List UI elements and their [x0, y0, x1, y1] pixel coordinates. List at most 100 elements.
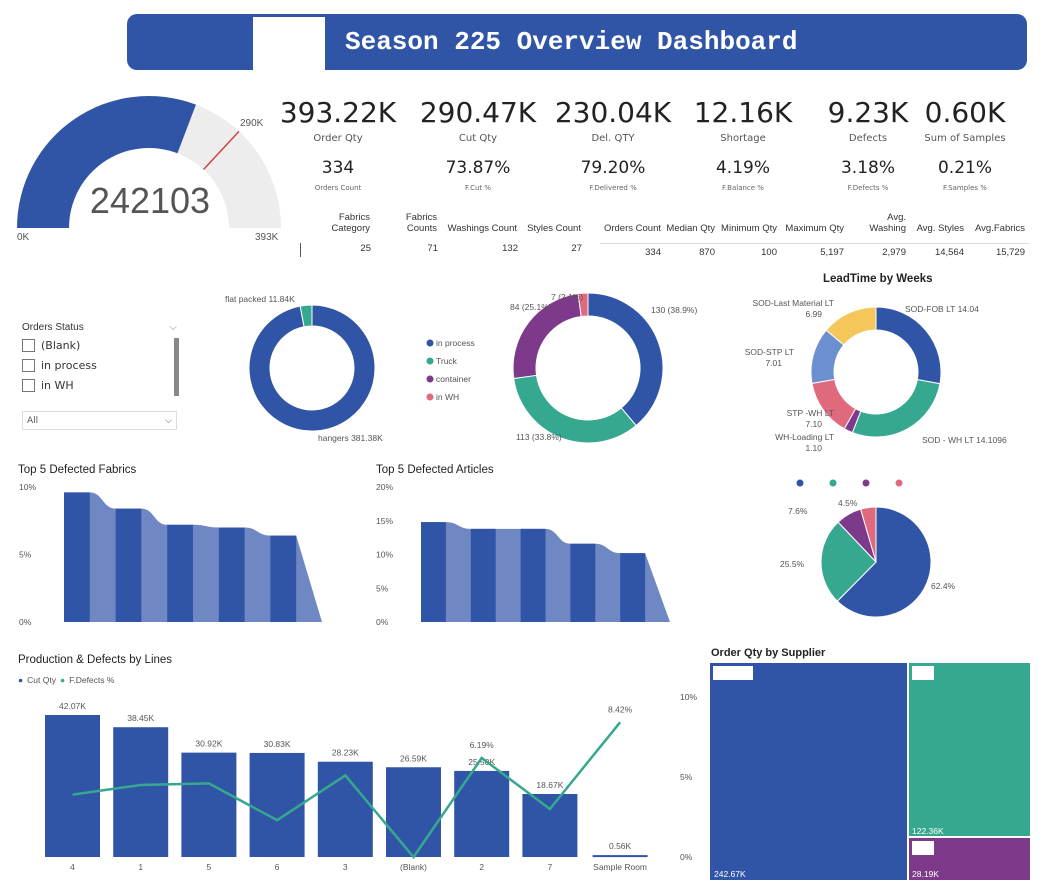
slicer-item-in-process[interactable]: in process [22, 355, 177, 375]
kpi-label: F.Balance % [722, 184, 764, 192]
treemap-label: 242.67K [714, 869, 746, 879]
kpi-card-secondary: 4.19% F.Balance % [683, 158, 803, 192]
kpi-label: Del. QTY [591, 133, 635, 144]
cut-qty-bar [592, 855, 648, 858]
treemap-tile [710, 663, 907, 880]
bar-data-label: 0.56K [609, 841, 632, 851]
chevron-down-icon: ⌵ [165, 415, 172, 426]
packing-donut-slice [248, 304, 376, 432]
y-tick: 0% [376, 617, 389, 627]
y-tick: 20% [376, 482, 393, 492]
legend-cut-qty[interactable]: Cut Qty [27, 675, 56, 685]
kpi-card-secondary: 3.18% F.Defects % [808, 158, 928, 192]
legend-dot-icon [426, 393, 434, 401]
cut-qty-bar [522, 793, 578, 857]
legend-dot-icon [426, 375, 434, 383]
slicer-item-blank[interactable]: (Blank) [22, 335, 177, 355]
legend-dot-icon [426, 339, 434, 347]
kpi-value: 73.87% [445, 158, 511, 178]
leadtime-donut-slice [825, 306, 877, 346]
gauge-min: 0K [17, 232, 30, 243]
chevron-down-icon[interactable]: ⌵ [169, 322, 177, 333]
table-cell: 5,197 [820, 247, 844, 258]
item-label: (Blank) [41, 338, 81, 352]
kpi-value: 3.18% [840, 158, 895, 178]
article-bar [520, 528, 546, 622]
leadtime-donut-slice [851, 378, 941, 438]
legend-defects[interactable]: F.Defects % [69, 675, 115, 685]
leadtime-value: 1.10 [805, 443, 822, 453]
cut-qty-bar [317, 761, 373, 857]
checkbox[interactable] [22, 338, 35, 352]
treemap-logo-placeholder [713, 666, 753, 680]
kpi-label: Order Qty [313, 133, 363, 144]
data-label: 7.6% [788, 506, 808, 516]
table-header: Avg.Fabrics [975, 223, 1025, 234]
kpi-label: F.Cut % [464, 184, 492, 192]
x-tick: (Blank) [400, 862, 427, 872]
scrollbar[interactable] [174, 338, 179, 396]
table-cell: 2,979 [882, 247, 906, 258]
table-cell: 870 [699, 247, 715, 258]
x-tick: 2 [479, 862, 484, 872]
bar-data-label: 28.23K [332, 748, 359, 758]
item-label: in WH [41, 378, 74, 392]
table-cell: 132 [502, 243, 518, 254]
bar-data-label: 30.83K [264, 739, 291, 749]
leadtime-label: WH-Loading LT [775, 432, 834, 442]
table-header: Styles Count [527, 223, 581, 234]
x-tick: 7 [548, 862, 553, 872]
legend-dot-icon [829, 479, 837, 487]
slicer-item-in-wh[interactable]: in WH [22, 375, 177, 395]
gauge-target: 290K [240, 118, 264, 129]
data-label: 130 (38.9%) [651, 305, 697, 315]
fabric-bar [115, 508, 142, 622]
leadtime-value: 7.01 [765, 358, 782, 368]
status-dropdown[interactable]: All ⌵ [22, 411, 177, 430]
y2-tick: 0% [680, 852, 693, 862]
leadtime-label: SOD-Last Material LT [752, 298, 834, 308]
data-label: hangers 381.38K [318, 433, 383, 443]
leadtime-label: SOD-STP LT [745, 347, 794, 357]
x-tick: 5 [207, 862, 212, 872]
kpi-label: F.Defects % [847, 184, 889, 192]
logo-placeholder [253, 17, 325, 70]
y-tick: 10% [376, 550, 393, 560]
kpi-label: F.Delivered % [589, 184, 637, 192]
kpi-card-secondary: 73.87% F.Cut % [418, 158, 538, 192]
table-cell: 14,564 [934, 247, 964, 258]
orders-status-slicer: Orders Status ⌵ (Blank) in process in WH… [22, 322, 179, 430]
table-header: Avg. Styles [916, 223, 964, 234]
checkbox[interactable] [22, 378, 35, 392]
leadtime-value: 7.10 [805, 419, 822, 429]
treemap-title: Order Qty by Supplier [711, 647, 826, 659]
kpi-value: 79.20% [580, 158, 646, 178]
packing-donut-slice [299, 304, 313, 328]
kpi-card: 230.04K Del. QTY [553, 96, 673, 144]
legend-label: container [436, 374, 471, 384]
article-bar [470, 528, 496, 622]
fabrics-table: Fabrics Category Fabrics Counts Washings C… [300, 212, 586, 257]
bar-data-label: 42.07K [59, 701, 86, 711]
share-pie-slice [836, 506, 932, 618]
cut-qty-bar [181, 752, 237, 857]
legend-label: in process [436, 338, 475, 348]
x-tick: 4 [70, 862, 75, 872]
fabrics-chart-title: Top 5 Defected Fabrics [18, 464, 137, 476]
table-header: Fabrics Counts [405, 212, 437, 234]
kpi-label: Defects [848, 133, 888, 144]
line-data-label: 8.42% [608, 704, 633, 714]
fabric-bar [167, 524, 193, 622]
legend-dot-icon [796, 479, 804, 487]
kpi-value: 4.19% [715, 158, 770, 178]
y2-tick: 5% [680, 772, 693, 782]
kpi-value: 290.47K [419, 96, 537, 129]
cut-qty-bar [45, 715, 100, 857]
checkbox[interactable] [22, 358, 35, 372]
article-bar [570, 543, 596, 622]
fabric-bar [218, 527, 245, 622]
table-cell: 15,729 [995, 247, 1025, 258]
article-bar [421, 522, 446, 622]
dropdown-value: All [27, 415, 39, 426]
